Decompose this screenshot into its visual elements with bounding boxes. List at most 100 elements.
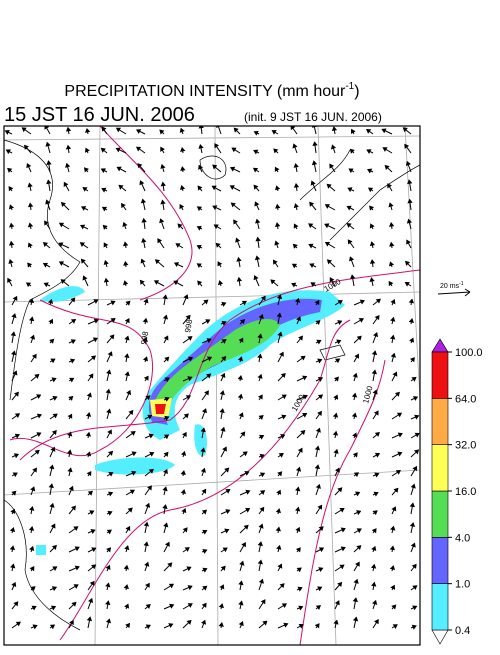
- wind-vector-head: [221, 301, 227, 307]
- wind-vector-head: [92, 337, 99, 343]
- wind-vector-head: [297, 586, 303, 592]
- wind-vector-head: [143, 375, 149, 381]
- wind-vector-head: [69, 377, 75, 383]
- wind-vector-head: [395, 470, 401, 475]
- wind-vector-head: [258, 523, 264, 529]
- wind-vector-head: [27, 202, 34, 208]
- wind-vector-head: [127, 507, 133, 513]
- wind-vector-head: [295, 466, 302, 472]
- wind-vector-head: [180, 146, 186, 152]
- wind-vector-head: [187, 585, 193, 591]
- colorbar-tick-label: 1.0: [455, 579, 470, 591]
- wind-vector-head: [162, 294, 168, 300]
- wind-vector-head: [317, 586, 323, 592]
- wind-vector-head: [410, 483, 416, 489]
- wind-vector-head: [115, 127, 122, 133]
- wind-vector-head: [32, 624, 38, 630]
- wind-vector-head: [230, 202, 236, 208]
- wind-vector-head: [224, 467, 230, 473]
- wind-vector-head: [180, 450, 187, 456]
- wind-vector-head: [296, 567, 302, 573]
- wind-vector-head: [60, 279, 66, 285]
- wind-vector-head: [238, 337, 244, 343]
- wind-vector-head: [409, 337, 415, 343]
- colorbar-over: [431, 338, 449, 353]
- wind-vector-head: [414, 432, 420, 438]
- wind-vector-head: [245, 489, 251, 495]
- wind-vector-head: [181, 431, 187, 438]
- wind-vector-head: [198, 143, 204, 149]
- wind-vector-head: [8, 240, 15, 246]
- wind-vector-head: [333, 394, 339, 400]
- wind-vector-head: [298, 623, 304, 629]
- wind-vector-head: [353, 578, 359, 584]
- wind-vector-head: [12, 295, 18, 302]
- wind-vector-head: [126, 389, 132, 396]
- title-superscript: -1: [345, 81, 354, 92]
- wind-vector-head: [240, 319, 246, 325]
- wind-vector-head: [45, 141, 51, 147]
- wind-vector-head: [370, 563, 377, 569]
- wind-vector-head: [58, 261, 65, 266]
- wind-vector-head: [143, 521, 150, 527]
- wind-vector-head: [332, 430, 339, 436]
- wind-vector-head: [47, 298, 54, 304]
- wind-vector-head: [202, 585, 208, 591]
- wind-vector-head: [103, 277, 110, 283]
- wind-vector-head: [314, 299, 320, 306]
- wind-vector-head: [124, 318, 130, 324]
- wind-scale-head: [464, 288, 471, 297]
- wind-vector-head: [352, 432, 358, 438]
- wind-vector-head: [181, 508, 187, 514]
- wind-vector-head: [356, 528, 362, 534]
- wind-vector-head: [367, 187, 374, 193]
- wind-vector-head: [140, 198, 147, 204]
- wind-vector-head: [381, 128, 387, 134]
- wind-vector-head: [147, 485, 152, 491]
- wind-vector-head: [407, 198, 413, 204]
- wind-vector-head: [90, 355, 97, 361]
- wind-vector-head: [86, 392, 92, 398]
- wind-vector-head: [34, 449, 40, 455]
- isobars: [9, 126, 420, 645]
- wind-vector-head: [373, 491, 379, 497]
- wind-vector-head: [123, 564, 129, 570]
- wind-vector-head: [318, 567, 324, 573]
- wind-vector-head: [102, 224, 108, 230]
- wind-vector-head: [243, 524, 249, 530]
- wind-vector-head: [68, 485, 74, 491]
- wind-vector-head: [49, 338, 55, 344]
- wind-vector-head: [143, 541, 149, 547]
- wind-vector-head: [293, 223, 299, 229]
- wind-vector-head: [374, 472, 380, 478]
- colorbar-segment: [431, 537, 449, 584]
- wind-vector-head: [137, 163, 143, 169]
- wind-vector-head: [259, 490, 266, 495]
- wind-vector-head: [394, 391, 400, 397]
- wind-vector-head: [187, 336, 193, 341]
- wind-vector-head: [257, 559, 263, 565]
- wind-vector-head: [125, 622, 131, 629]
- wind-vector-head: [317, 394, 324, 400]
- wind-vector-head: [258, 415, 264, 420]
- wind-vector-head: [334, 467, 340, 473]
- wind-vector-head: [12, 472, 18, 478]
- wind-vector-head: [180, 166, 186, 171]
- map-frame: [3, 125, 421, 646]
- wind-vector-head: [220, 565, 226, 571]
- wind-vector-head: [24, 144, 29, 150]
- wind-vector-head: [13, 453, 20, 459]
- colorbar-segment: [431, 398, 449, 445]
- wind-vector-head: [91, 564, 97, 570]
- wind-vector-head: [36, 432, 42, 438]
- wind-vector-head: [185, 314, 191, 320]
- wind-vector-head: [31, 353, 37, 359]
- wind-vector-head: [32, 467, 37, 473]
- wind-vector-head: [106, 547, 112, 553]
- wind-vector-head: [21, 127, 27, 133]
- wind-vector-head: [142, 356, 149, 362]
- wind-vector-head: [270, 279, 276, 285]
- wind-vector-head: [168, 583, 175, 589]
- wind-vector-head: [109, 334, 115, 340]
- wind-vector-head: [163, 434, 170, 440]
